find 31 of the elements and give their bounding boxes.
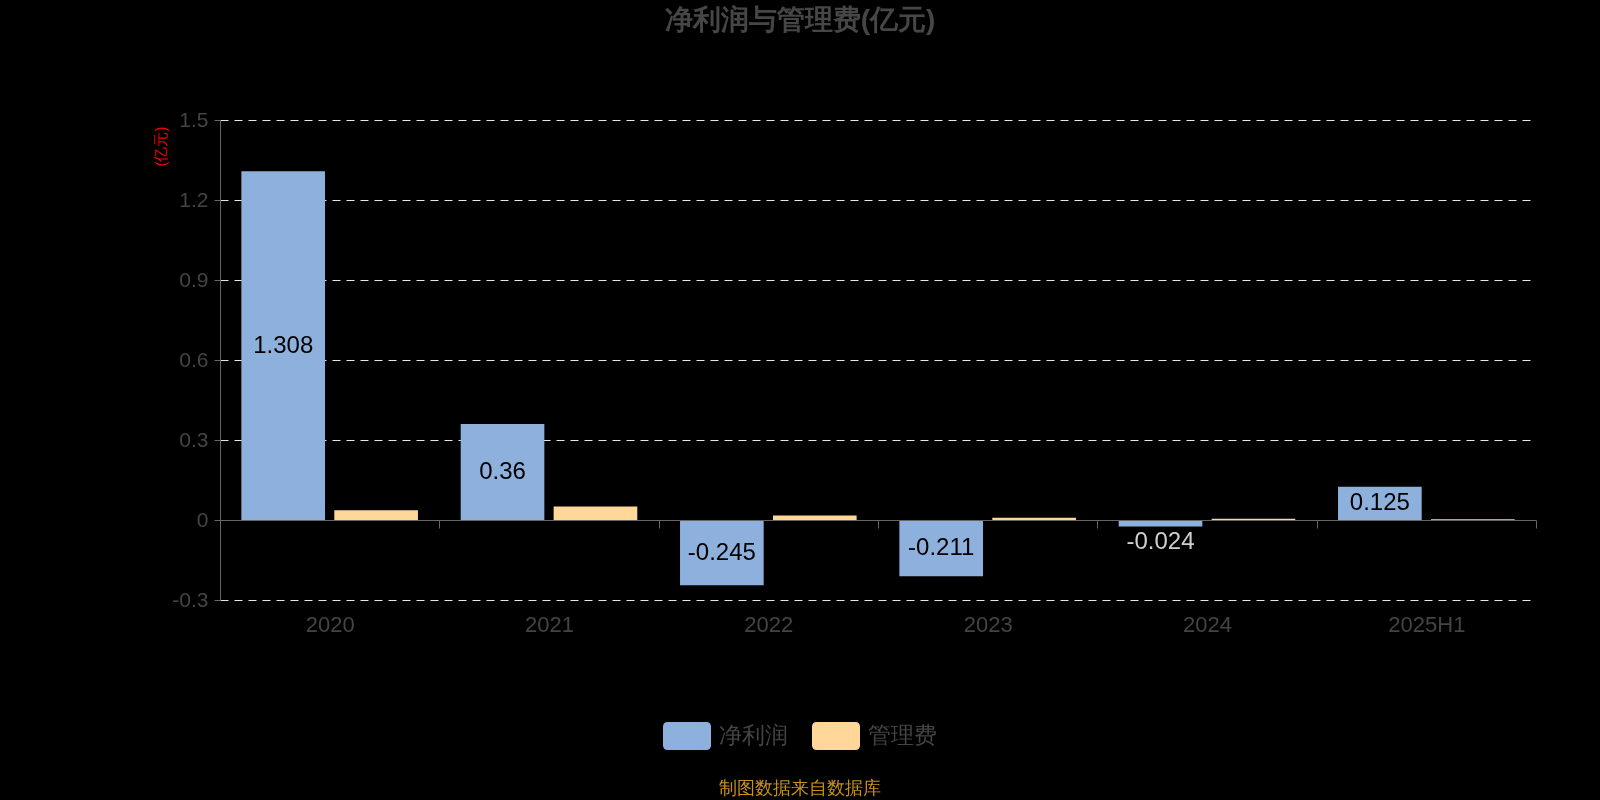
bar <box>553 506 638 520</box>
bar <box>460 424 545 520</box>
text: 制图数据来自数据库 <box>719 778 881 798</box>
y-tick-label: 0 <box>196 507 209 531</box>
data-label: 0.36 <box>479 457 526 484</box>
y-axis-title: (亿元) <box>151 126 169 167</box>
chart-title: 净利润与管理费(亿元) <box>664 4 936 35</box>
x-tick-label: 2025H1 <box>1388 611 1466 637</box>
y-tick-label: 1.2 <box>179 187 209 211</box>
y-tick-label: 0.6 <box>179 347 209 371</box>
bar <box>241 171 326 520</box>
data-label: -0.024 <box>1126 527 1195 555</box>
y-tick-label: 1.5 <box>179 107 209 131</box>
legend-label: 管理费 <box>868 722 937 748</box>
data-label: 1.308 <box>253 330 314 358</box>
x-tick-label: 2021 <box>525 611 574 637</box>
data-label: -0.245 <box>687 537 756 565</box>
data-label: -0.211 <box>908 533 975 561</box>
bar <box>680 520 764 586</box>
x-tick-label: 2023 <box>963 611 1013 637</box>
bar <box>772 515 857 520</box>
x-tick-label: 2022 <box>744 611 794 637</box>
data-label: 0.125 <box>1349 488 1410 516</box>
x-tick-label: 2024 <box>1183 611 1232 637</box>
y-tick-label: -0.3 <box>172 587 209 611</box>
legend-label: 净利润 <box>719 722 788 748</box>
y-tick-label: 0.9 <box>179 267 209 291</box>
bar <box>992 517 1076 520</box>
x-tick-label: 2020 <box>305 611 355 637</box>
bar <box>334 510 418 520</box>
y-tick-label: 0.3 <box>179 427 209 451</box>
